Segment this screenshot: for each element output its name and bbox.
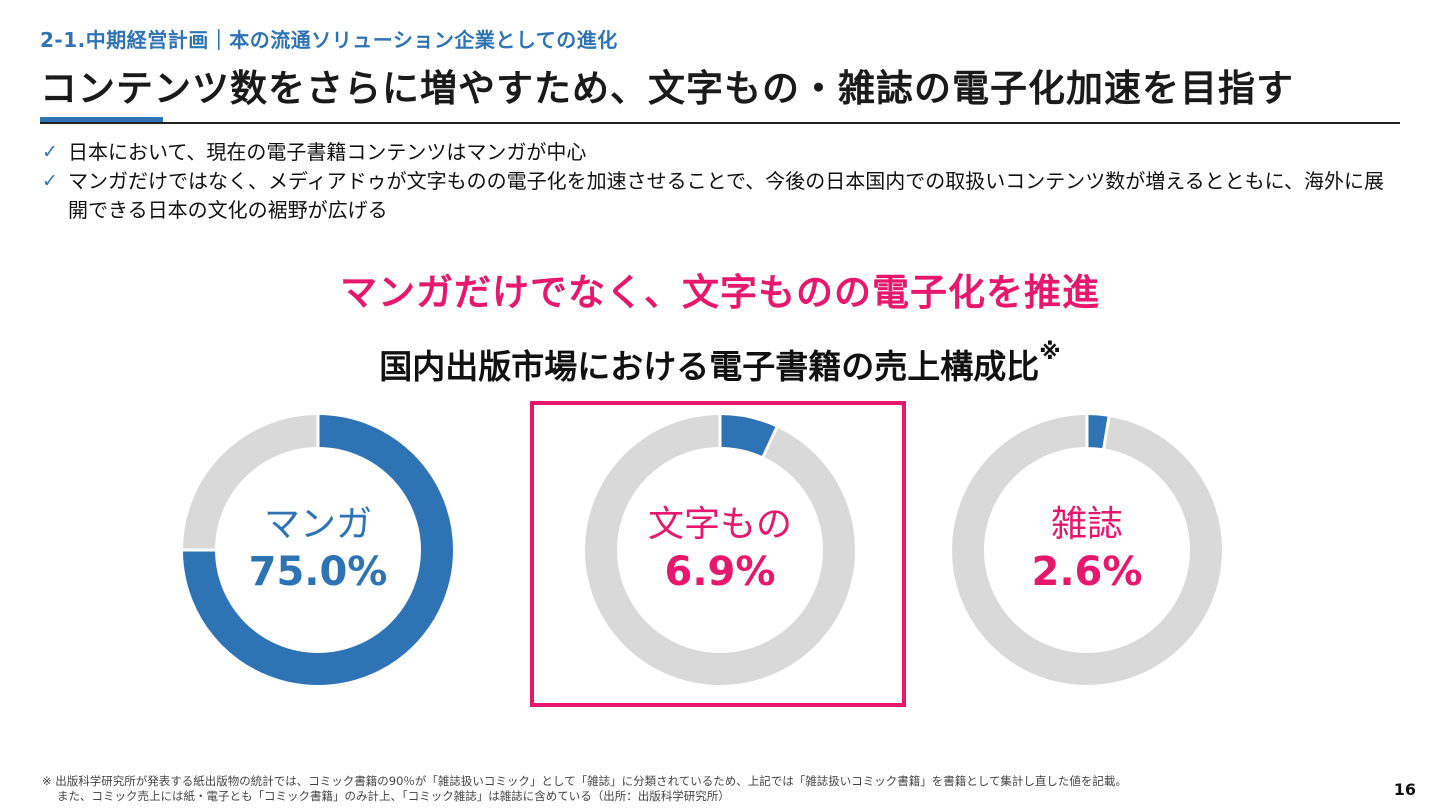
donut-value-1: 75.0% — [249, 549, 388, 595]
donut-value-2: 6.9% — [665, 549, 776, 595]
bullet-text: 日本において、現在の電子書籍コンテンツはマンガが中心 — [68, 140, 587, 164]
checkmark-icon: ✓ — [42, 170, 58, 192]
bullet-item: ✓ 日本において、現在の電子書籍コンテンツはマンガが中心 — [42, 138, 1402, 167]
page-number: 16 — [1393, 780, 1416, 799]
page-title: コンテンツ数をさらに増やすため、文字もの・雑誌の電子化加速を目指す — [40, 67, 1294, 110]
donut-separator — [1102, 415, 1111, 450]
chart-title-text: 国内出版市場における電子書籍の売上構成比 — [379, 347, 1040, 386]
donut-label-1: マンガ — [264, 504, 372, 545]
footnote: ※ 出版科学研究所が発表する紙出版物の統計では、コミック書籍の90％が「雑誌扱い… — [42, 774, 1127, 804]
title-accent-bar — [40, 117, 163, 124]
donut-segment-3 — [1086, 415, 1109, 449]
bullet-list: ✓ 日本において、現在の電子書籍コンテンツはマンガが中心 ✓ マンガだけではなく… — [42, 138, 1402, 225]
bullet-item: ✓ マンガだけではなく、メディアドゥが文字ものの電子化を加速させることで、今後の… — [42, 167, 1402, 225]
chart-title: 国内出版市場における電子書籍の売上構成比※ — [0, 340, 1440, 388]
donut-label-2: 文字もの — [648, 504, 792, 545]
chart-title-note-mark: ※ — [1039, 340, 1061, 365]
headline: マンガだけでなく、文字ものの電子化を推進 — [340, 271, 1100, 314]
bullet-text: マンガだけではなく、メディアドゥが文字ものの電子化を加速させることで、今後の日本… — [68, 169, 1384, 222]
highlight-box — [530, 401, 906, 707]
footnote-line-1: ※ 出版科学研究所が発表する紙出版物の統計では、コミック書籍の90％が「雑誌扱い… — [42, 774, 1127, 788]
checkmark-icon: ✓ — [42, 141, 58, 163]
title-divider — [40, 122, 1400, 124]
donut-label-3: 雑誌 — [1051, 504, 1123, 545]
footnote-line-2: また、コミック売上には紙・電子とも「コミック書籍」のみ計上、「コミック雑誌」は雑… — [57, 789, 730, 803]
section-label: 2-1.中期経営計画｜本の流通ソリューション企業としての進化 — [40, 28, 618, 52]
donut-segment-2 — [719, 415, 777, 457]
donut-segment-1 — [183, 415, 453, 685]
donut-separator — [761, 425, 779, 459]
donut-value-3: 2.6% — [1032, 549, 1143, 595]
